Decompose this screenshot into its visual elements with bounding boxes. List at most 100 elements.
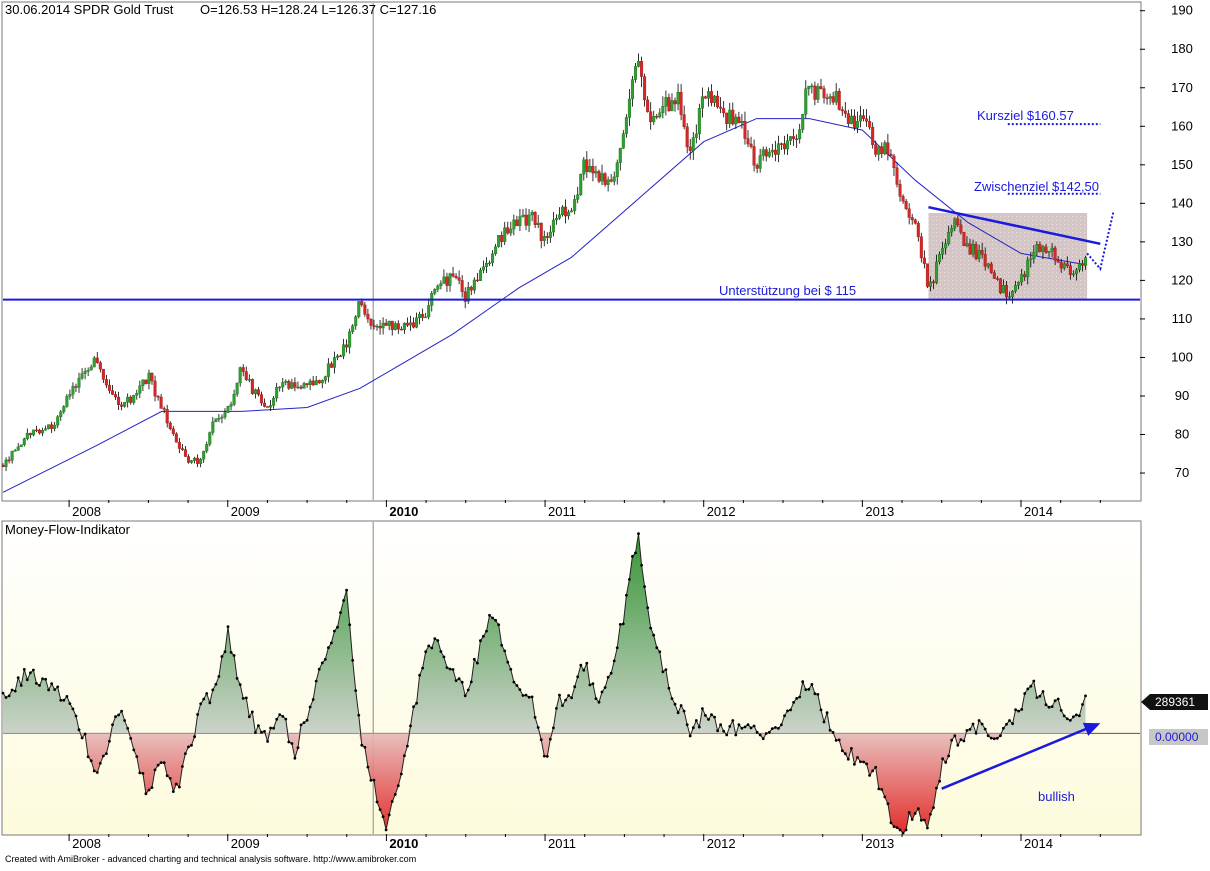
candle: [679, 84, 683, 121]
candle: [44, 425, 48, 431]
money-flow-point: [667, 686, 671, 690]
money-flow-point: [573, 685, 577, 689]
money-flow-point: [512, 680, 516, 684]
candle-body: [810, 85, 814, 88]
money-flow-point: [886, 802, 890, 806]
candle-body: [183, 449, 187, 457]
candle-body: [822, 88, 826, 98]
candle-body: [557, 214, 561, 219]
money-flow-point: [159, 761, 163, 764]
candle: [348, 328, 352, 354]
candle-body: [47, 424, 51, 429]
candle: [506, 221, 510, 235]
money-flow-point: [628, 578, 631, 581]
candle: [983, 247, 987, 271]
candle-body: [107, 384, 111, 391]
candle-body: [263, 402, 267, 407]
candle-body: [579, 173, 583, 195]
candle: [363, 302, 367, 317]
moving-average-line: [2, 118, 1088, 493]
money-flow-point: [399, 772, 403, 776]
money-flow-point: [752, 724, 756, 728]
money-flow-point: [740, 726, 744, 730]
candle: [381, 317, 385, 335]
candle-body: [734, 116, 738, 125]
money-flow-point: [305, 718, 309, 722]
last-value-badge: [1141, 694, 1208, 710]
candle-body: [989, 263, 993, 273]
money-flow-point: [971, 722, 975, 726]
candle-body: [935, 261, 939, 284]
money-flow-point: [83, 732, 87, 736]
money-flow-panel: [1, 520, 1142, 836]
candle-body: [551, 219, 555, 233]
candle: [713, 94, 717, 107]
candle: [7, 456, 11, 464]
candle: [50, 421, 54, 434]
candle: [643, 73, 647, 107]
money-flow-point: [250, 710, 254, 714]
money-flow-point: [694, 719, 698, 722]
candle: [582, 156, 586, 181]
candle-body: [959, 224, 963, 233]
candle-body: [481, 266, 485, 271]
candle: [141, 379, 145, 392]
candle-body: [320, 380, 324, 384]
x-tick-label-price: 2012: [707, 504, 736, 519]
money-flow-point: [472, 657, 476, 661]
money-flow-point: [16, 676, 20, 680]
candle: [998, 277, 1002, 295]
candle-body: [390, 320, 394, 330]
money-flow-point: [1023, 692, 1027, 695]
candle-body: [186, 456, 190, 463]
axes: 70 80 90 100 110 120 130 140 150 160 170 180 190 2008…: [68, 3, 1193, 851]
candle: [59, 410, 63, 421]
candle-body: [10, 450, 14, 461]
money-flow-point: [372, 778, 376, 782]
candle-body: [13, 450, 17, 452]
candle-body: [317, 380, 321, 384]
candle-body: [1053, 247, 1057, 261]
money-flow-point: [710, 713, 713, 717]
candle-body: [138, 385, 142, 394]
candle: [174, 432, 178, 443]
money-flow-point: [813, 692, 817, 696]
candle-body: [849, 115, 853, 124]
candle: [646, 96, 650, 113]
resistance-trendline: [928, 205, 1101, 246]
candle-body: [475, 279, 479, 282]
candle: [126, 393, 130, 408]
candle: [302, 381, 306, 389]
candle-body: [466, 286, 470, 302]
candle: [65, 394, 69, 408]
candle-body: [554, 218, 558, 221]
money-flow-point: [968, 728, 972, 731]
money-flow-point: [415, 701, 418, 705]
money-flow-point: [135, 755, 139, 758]
candle: [159, 393, 163, 409]
candle-body: [983, 254, 987, 267]
y-tick-label: 130: [1171, 234, 1193, 249]
candle: [874, 140, 878, 157]
candle: [962, 232, 966, 246]
candle-body: [293, 382, 297, 388]
x-tick-label-money-flow: 2008: [72, 836, 101, 851]
money-flow-point: [354, 689, 358, 692]
candle: [731, 102, 735, 126]
money-flow-point: [783, 714, 786, 718]
candle: [588, 158, 592, 173]
candle: [4, 457, 8, 472]
candle: [877, 146, 881, 161]
candle-body: [214, 418, 218, 423]
candle: [256, 386, 260, 397]
candle-body: [874, 144, 878, 155]
candle: [579, 173, 583, 196]
candle: [743, 111, 747, 145]
candle-body: [345, 344, 349, 348]
candle-body: [1080, 263, 1084, 266]
candle: [1074, 267, 1078, 281]
money-flow-point: [1035, 696, 1039, 699]
candle: [1035, 241, 1039, 256]
candle-body: [208, 432, 212, 445]
footer-credit: Created with AmiBroker - advanced charti…: [5, 854, 416, 864]
